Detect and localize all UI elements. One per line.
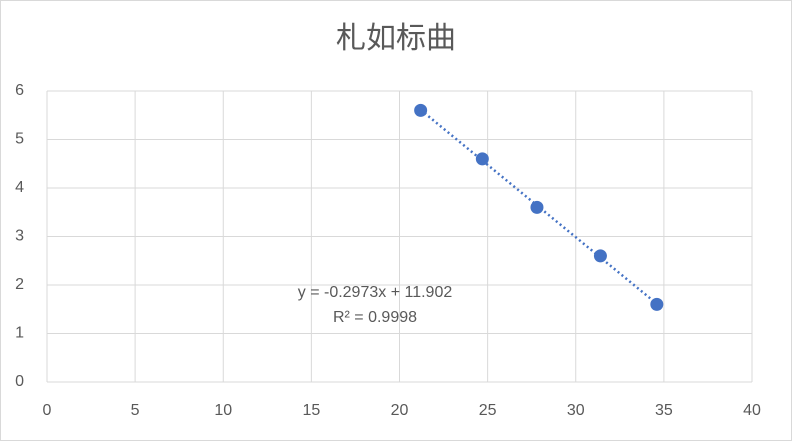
y-tick-label: 5 [15, 131, 24, 148]
y-tick-label: 0 [15, 373, 24, 390]
trendline-equation: y = -0.2973x + 11.902 [298, 284, 453, 301]
x-tick-label: 5 [131, 402, 140, 419]
x-tick-label: 25 [479, 402, 497, 419]
y-tick-label: 1 [15, 325, 24, 342]
x-tick-label: 40 [743, 402, 761, 419]
y-tick-label: 3 [15, 228, 24, 245]
x-tick-label: 30 [567, 402, 585, 419]
x-tick-label: 10 [214, 402, 232, 419]
x-tick-label: 35 [655, 402, 673, 419]
trendline-r-squared: R² = 0.9998 [333, 309, 417, 326]
point [414, 103, 428, 117]
point [593, 249, 607, 263]
x-tick-label: 20 [391, 402, 409, 419]
point [650, 297, 664, 311]
trendline [419, 108, 658, 305]
y-tick-label: 2 [15, 276, 24, 293]
chart-title: 札如标曲 [336, 22, 456, 55]
point [475, 152, 489, 166]
x-tick-label: 15 [302, 402, 320, 419]
point [530, 200, 544, 214]
x-tick-label: 0 [43, 402, 52, 419]
y-tick-label: 6 [15, 82, 24, 99]
y-tick-label: 4 [15, 179, 24, 196]
